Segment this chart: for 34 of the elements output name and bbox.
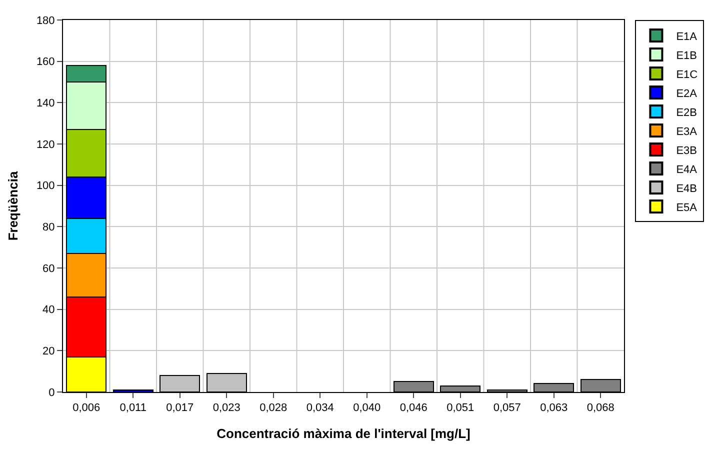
x-tick-label: 0,017 bbox=[166, 402, 194, 414]
x-tick-label: 0,011 bbox=[120, 402, 146, 414]
y-tick-label: 120 bbox=[36, 138, 55, 151]
legend-label: E1C bbox=[676, 68, 698, 81]
x-tick-label: 0,023 bbox=[212, 402, 240, 414]
legend-label: E3B bbox=[676, 144, 698, 157]
x-tick-label: 0,063 bbox=[540, 402, 568, 414]
y-tick-label: 140 bbox=[36, 98, 55, 110]
x-tick-label: 0,057 bbox=[493, 402, 521, 414]
x-tick-label: 0,040 bbox=[353, 402, 381, 414]
y-tick-label: 20 bbox=[42, 346, 55, 358]
legend-label: E2B bbox=[676, 106, 698, 119]
x-tick-label: 0,006 bbox=[72, 402, 100, 414]
y-tick-label: 80 bbox=[42, 222, 55, 234]
legend-label: E1A bbox=[676, 30, 698, 43]
x-tick-label: 0,051 bbox=[446, 402, 474, 414]
y-tick-label: 160 bbox=[36, 56, 55, 68]
x-tick-label: 0,028 bbox=[260, 402, 288, 414]
x-tick-label: 0,046 bbox=[400, 402, 428, 414]
y-tick-label: 60 bbox=[42, 262, 55, 275]
legend-label: E3A bbox=[676, 126, 698, 138]
legend-label: E5A bbox=[676, 202, 698, 214]
y-axis-title: Freqüència bbox=[5, 170, 20, 241]
legend-label: E4A bbox=[676, 164, 698, 176]
y-tick-label: 100 bbox=[36, 180, 55, 192]
y-tick-label: 0 bbox=[48, 386, 55, 399]
y-tick-label: 40 bbox=[42, 304, 55, 316]
legend-label: E1B bbox=[676, 50, 698, 62]
legend-label: E2A bbox=[676, 88, 698, 100]
x-tick-label: 0,068 bbox=[586, 402, 614, 414]
legend-label: E4B bbox=[676, 182, 698, 195]
x-axis-title: Concentració màxima de l'interval [mg/L] bbox=[216, 426, 470, 441]
x-tick-label: 0,034 bbox=[306, 402, 334, 414]
y-tick-label: 180 bbox=[36, 14, 55, 27]
